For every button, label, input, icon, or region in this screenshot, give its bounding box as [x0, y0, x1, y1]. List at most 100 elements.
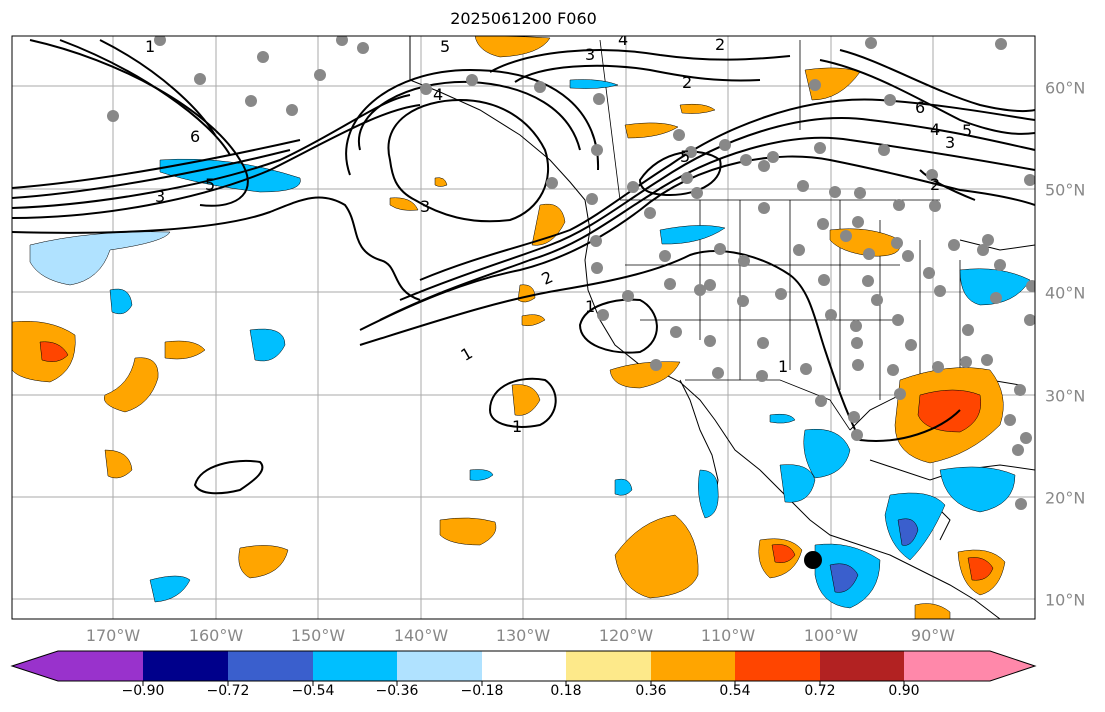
contour-label: 4 — [433, 85, 443, 104]
lon-label-160w: 160°W — [188, 626, 244, 645]
neg-region-2 — [29, 231, 171, 286]
neg-region-15 — [829, 563, 859, 593]
neg-region-8 — [803, 428, 851, 479]
neg-region-16 — [149, 575, 191, 603]
pos-region-16 — [609, 361, 681, 389]
lat-label-40n: 40°N — [1045, 283, 1086, 303]
state-borders — [599, 39, 961, 431]
lon-label-120w: 120°W — [598, 626, 654, 645]
contour-label: 1 — [512, 417, 522, 436]
colorbar-swatch-4 — [397, 651, 482, 681]
pos-region-10 — [531, 203, 566, 246]
neg-region-5 — [569, 79, 619, 89]
contour-label: 2 — [682, 73, 692, 92]
lon-label-170w: 170°W — [85, 626, 141, 645]
lat-label-20n: 20°N — [1045, 488, 1086, 508]
neg-region-7 — [959, 268, 1031, 306]
lon-label-110w: 110°W — [700, 626, 756, 645]
colorbar-tick-label: 0.18 — [550, 683, 582, 699]
pos-region-27 — [434, 177, 448, 187]
colorbar-swatch-6 — [566, 651, 651, 681]
lon-label-100w: 100°W — [803, 626, 859, 645]
contour-label: 3 — [585, 45, 595, 64]
contour-label: 3 — [945, 133, 955, 152]
pos-region-18 — [917, 389, 982, 433]
contour-label: 2 — [930, 175, 940, 194]
colorbar-tick-label: 0.36 — [635, 683, 667, 699]
lat-label-30n: 30°N — [1045, 386, 1086, 406]
map-frame — [11, 35, 1036, 620]
pos-region-22 — [771, 544, 796, 563]
contour-label: 5 — [205, 175, 215, 194]
contour-label: 3 — [155, 187, 165, 206]
colorbar-swatch-1 — [143, 651, 228, 681]
neg-region-4 — [249, 328, 286, 362]
colorbar-tick-label: 0.90 — [888, 683, 920, 699]
colorbar-tick-label: 0.54 — [719, 683, 751, 699]
contour-lines — [12, 39, 1035, 495]
colorbar-swatch-8 — [735, 651, 820, 681]
pos-region-15 — [511, 384, 541, 416]
neg-region-6 — [659, 225, 726, 245]
neg-region-17 — [469, 469, 494, 481]
colorbar-tick-label: −0.36 — [375, 683, 419, 699]
colorbar-swatch-5 — [482, 651, 566, 681]
colorbar-swatch-7 — [651, 651, 735, 681]
lon-label-130w: 130°W — [495, 626, 551, 645]
lon-label-140w: 140°W — [393, 626, 449, 645]
colorbar-ticks — [142, 681, 905, 686]
neg-region-18 — [614, 478, 633, 496]
colorbar-swatch-0 — [12, 651, 143, 681]
contour-label: 1 — [585, 297, 595, 316]
colorbar-tick-label: −0.72 — [206, 683, 250, 699]
colorbar-swatch-10 — [904, 651, 1035, 681]
contour-label: 5 — [962, 121, 972, 140]
colorbar-tick-label: −0.90 — [121, 683, 165, 699]
pos-region-2 — [39, 341, 69, 362]
pos-region-13 — [521, 314, 546, 327]
map-title: 2025061200 F060 — [450, 9, 597, 28]
contour-label: 1 — [778, 357, 788, 376]
colorbar-tick-label: −0.54 — [291, 683, 335, 699]
colorbar — [12, 651, 1035, 681]
pos-region-26 — [914, 603, 951, 619]
lon-label-150w: 150°W — [290, 626, 346, 645]
pos-region-11 — [389, 197, 419, 211]
lat-label-60n: 60°N — [1045, 78, 1086, 98]
colorbar-swatch-9 — [820, 651, 904, 681]
pos-region-23 — [238, 545, 289, 579]
pos-region-4 — [164, 340, 206, 360]
pos-region-7 — [624, 122, 679, 139]
contour-label: 4 — [930, 120, 940, 139]
neg-region-3 — [109, 288, 133, 315]
neg-region-19 — [769, 413, 796, 424]
contour-label: 1 — [145, 37, 155, 56]
lon-label-90w: 90°W — [910, 626, 956, 645]
contour-label: 4 — [618, 30, 628, 49]
pos-region-19 — [439, 517, 497, 546]
pos-region-25 — [967, 557, 994, 581]
neg-region-9 — [779, 464, 816, 503]
graticule — [12, 36, 1035, 619]
colorbar-outline — [10, 650, 1037, 682]
colorbar-tick-label: 0.72 — [804, 683, 836, 699]
pos-region-3 — [103, 357, 159, 413]
colorbar-tick-label: −0.18 — [460, 683, 504, 699]
highlight-marker — [804, 551, 822, 569]
neg-region-13 — [897, 518, 919, 546]
pos-region-8 — [679, 103, 716, 114]
contour-label: 3 — [420, 197, 430, 216]
colorbar-swatch-3 — [313, 651, 397, 681]
contour-label: 2 — [715, 35, 725, 54]
lat-label-10n: 10°N — [1045, 590, 1086, 610]
station-points — [107, 36, 1035, 510]
colorbar-swatch-2 — [228, 651, 313, 681]
contour-label: 5 — [680, 147, 690, 166]
contour-label: 6 — [915, 98, 925, 117]
lat-label-50n: 50°N — [1045, 180, 1086, 200]
contour-label: 6 — [190, 127, 200, 146]
pos-region-5 — [104, 449, 133, 479]
pos-region-20 — [614, 514, 699, 599]
contour-label: 5 — [440, 37, 450, 56]
